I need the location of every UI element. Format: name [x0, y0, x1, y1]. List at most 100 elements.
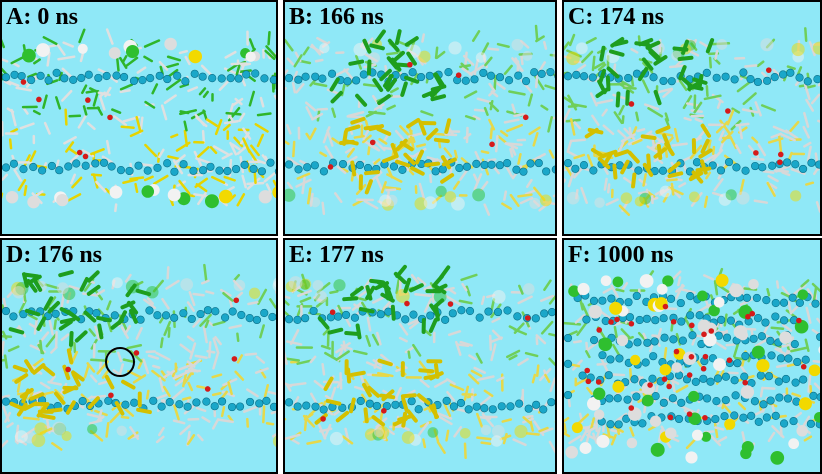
lipid-tail	[237, 66, 239, 75]
headgroup-bead	[636, 316, 644, 324]
headgroup-bead	[538, 70, 546, 78]
lipid-tail	[368, 147, 369, 154]
headgroup-bead	[377, 310, 385, 318]
lipid-tail	[638, 129, 644, 131]
lipid-bead	[752, 346, 765, 359]
lipid-tail	[587, 388, 591, 394]
headgroup-bead	[310, 307, 318, 315]
lipid-tail	[188, 87, 196, 91]
headgroup-bead	[173, 72, 181, 80]
cluster-chain	[107, 377, 113, 388]
lipid-tail	[603, 110, 607, 115]
lipid-tail	[804, 113, 808, 126]
lipid-tail	[564, 323, 580, 324]
lipid-bead	[799, 397, 812, 410]
headgroup-bead	[399, 166, 407, 174]
oxygen-atom	[523, 114, 529, 120]
cluster-chain	[352, 119, 363, 123]
cluster-chain	[352, 288, 362, 295]
lipid-tail	[263, 407, 264, 423]
lipid-tail	[222, 407, 224, 416]
headgroup-bead	[525, 405, 533, 413]
lipid-tail	[31, 152, 35, 161]
headgroup-bead	[503, 159, 511, 167]
lipid-tail	[122, 417, 128, 418]
headgroup-bead	[785, 355, 793, 363]
lipid-tail	[455, 151, 457, 157]
headgroup-bead	[275, 168, 278, 176]
headgroup-bead	[10, 313, 18, 321]
headgroup-bead	[686, 312, 694, 320]
headgroup-bead	[415, 405, 423, 413]
lipid-tail	[157, 437, 163, 442]
lipid-tail	[730, 137, 735, 148]
headgroup-bead	[572, 71, 580, 79]
lipid-tail	[87, 91, 96, 93]
headgroup-bead	[504, 307, 512, 315]
lipid-bead	[540, 194, 552, 206]
panel-label: D: 176 ns	[6, 242, 102, 269]
lipid-tail	[162, 106, 166, 119]
lipid-tail	[107, 30, 112, 44]
lipid-tail	[515, 114, 525, 116]
headgroup-bead	[100, 159, 108, 167]
lipid-bead	[56, 194, 68, 206]
lipid-tail	[194, 294, 204, 295]
oxygen-atom	[777, 159, 783, 165]
headgroup-bead	[599, 351, 607, 359]
lipid-tail	[524, 416, 532, 417]
lipid-tail	[536, 26, 537, 40]
lipid-tail	[409, 352, 410, 358]
lipid-tail	[66, 110, 67, 125]
lipid-bead	[168, 188, 181, 201]
lipid-bead	[714, 297, 725, 308]
lipid-tail	[258, 114, 270, 116]
lipid-bead	[818, 345, 822, 355]
lipid-tail	[783, 325, 791, 331]
lipid-tail	[598, 364, 607, 365]
lipid-bead	[315, 291, 327, 303]
lipid-tail	[250, 77, 255, 81]
snapshot-panel: F: 1000 ns	[562, 238, 822, 474]
lipid-tail	[369, 112, 384, 114]
headgroup-bead	[513, 166, 521, 174]
lipid-tail	[622, 283, 627, 290]
cluster-chain	[365, 409, 366, 421]
headgroup-bead	[120, 73, 128, 81]
headgroup-bead	[224, 167, 232, 175]
headgroup-bead	[302, 73, 310, 81]
lipid-tail	[817, 319, 822, 326]
lipid-tail	[238, 355, 242, 362]
lipid-tail	[808, 147, 811, 161]
headgroup-bead	[722, 396, 730, 404]
lipid-bead	[6, 191, 18, 203]
oxygen-atom	[407, 62, 413, 68]
lipid-bead	[522, 51, 532, 61]
headgroup-bead	[366, 400, 374, 408]
headgroup-bead	[792, 379, 800, 387]
lipid-bead	[726, 189, 737, 200]
headgroup-bead	[11, 71, 19, 79]
lipid-bead	[36, 43, 50, 57]
headgroup-bead	[717, 167, 725, 175]
headgroup-bead	[751, 162, 759, 170]
headgroup-bead	[320, 168, 328, 176]
cluster-chain	[657, 127, 668, 132]
cluster-chain	[630, 153, 638, 162]
cluster-chain	[670, 173, 682, 176]
headgroup-bead	[590, 336, 598, 344]
headgroup-bead	[713, 397, 721, 405]
lipid-tail	[739, 403, 745, 409]
lipid-tail	[144, 360, 148, 373]
lipid-tail	[56, 97, 60, 108]
lipid-tail	[545, 375, 549, 382]
headgroup-bead	[758, 163, 766, 171]
headgroup-bead	[311, 161, 319, 169]
lipid-tail	[261, 98, 263, 106]
headgroup-bead	[624, 74, 632, 82]
lipid-bead	[333, 279, 345, 291]
lipid-tail	[489, 160, 495, 161]
lipid-tail	[10, 140, 11, 149]
headgroup-bead	[246, 398, 254, 406]
headgroup-bead	[342, 311, 350, 319]
